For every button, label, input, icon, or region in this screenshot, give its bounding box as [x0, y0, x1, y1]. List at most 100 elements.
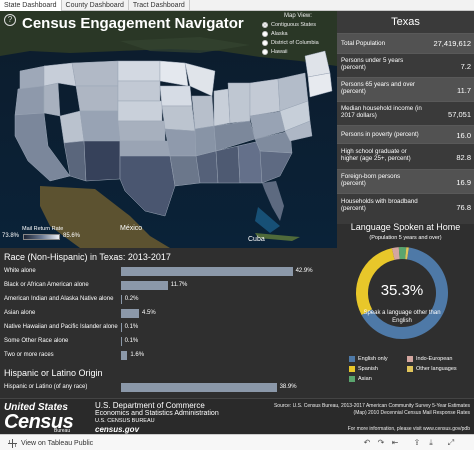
stat-foreign-born: Foreign-born persons (percent) 16.9: [337, 169, 474, 193]
stat-value: 57,051: [448, 110, 471, 119]
race-value: 42.9%: [295, 268, 313, 274]
stat-label: High school graduate or higher (age 25+,…: [341, 148, 411, 162]
language-title: Language Spoken at Home: [350, 222, 461, 232]
map-view-option-hawaii[interactable]: Hawaii: [262, 47, 336, 56]
race-row[interactable]: Native Hawaiian and Pacific Islander alo…: [0, 322, 337, 333]
state-stats-panel: Texas Total Population 27,419,612 Person…: [337, 11, 474, 224]
tab-tract-dashboard[interactable]: Tract Dashboard: [129, 0, 190, 11]
race-bar[interactable]: [121, 351, 128, 360]
view-on-tableau-public-link[interactable]: View on Tableau Public: [8, 439, 93, 448]
site-link[interactable]: census.gov: [95, 425, 140, 434]
map-view-label: Map View:: [284, 13, 312, 19]
legend-title: Mail Return Rate: [22, 226, 64, 232]
stat-label: Persons under 5 years (percent): [341, 57, 404, 71]
dept-name: U.S. Department of Commerce: [95, 401, 205, 410]
race-row[interactable]: White alone 42.9%: [0, 266, 337, 277]
race-bar[interactable]: [121, 309, 139, 318]
swatch-icon: [407, 366, 413, 372]
us-map[interactable]: ? Census Engagement Navigator Map View: …: [0, 11, 337, 248]
race-row[interactable]: Black or African American alone 11.7%: [0, 280, 337, 291]
donut-slice-asian[interactable]: [398, 247, 407, 260]
race-value: 0.1%: [124, 338, 139, 344]
race-bar[interactable]: [121, 295, 122, 304]
stat-poverty: Persons in poverty (percent) 16.0: [337, 125, 474, 143]
race-label: Asian alone: [4, 310, 36, 316]
swatch-icon: [407, 356, 413, 362]
stat-value: 16.0: [456, 131, 471, 140]
undo-icon[interactable]: ↶: [363, 438, 371, 447]
race-value: 0.2%: [124, 296, 139, 302]
logo-text-bureau: Bureau: [54, 428, 71, 434]
legend-min: 73.8%: [2, 233, 20, 239]
department-block: U.S. Department of Commerce Economics an…: [95, 401, 219, 435]
bureau-name: U.S. CENSUS BUREAU: [95, 418, 155, 424]
mail-return-legend: Mail Return Rate 73.8% 85.6%: [2, 226, 80, 248]
tableau-toolbar: View on Tableau Public ↶ ↷ ⇤ ⇪ ⤓ ⤢: [0, 434, 474, 450]
map-graphic: [0, 11, 337, 248]
stat-label: Persons 65 years and over (percent): [341, 81, 415, 95]
race-bar[interactable]: [121, 337, 122, 346]
race-value: 11.7%: [170, 282, 188, 288]
race-bar[interactable]: [121, 323, 122, 332]
race-row[interactable]: Some Other Race alone 0.1%: [0, 336, 337, 347]
hispanic-row[interactable]: Hispanic or Latino (of any race) 38.9%: [0, 382, 337, 393]
help-icon[interactable]: ?: [4, 14, 16, 26]
logo-text-census: Census: [4, 411, 74, 433]
tab-state-dashboard[interactable]: State Dashboard: [0, 0, 62, 11]
redo-icon[interactable]: ↷: [377, 438, 385, 447]
legend-item-indo-european: Indo-European: [407, 356, 452, 362]
census-logo[interactable]: United States Census Bureau: [4, 400, 90, 434]
hispanic-value: 38.9%: [279, 384, 297, 390]
race-bar[interactable]: [121, 267, 293, 276]
donut-slice-spanish[interactable]: [356, 248, 395, 315]
donut-caption: Speak a language other than English: [363, 310, 441, 324]
stat-value: 7.2: [460, 62, 471, 71]
map-view-option-dc[interactable]: District of Columbia: [262, 38, 336, 47]
race-label: White alone: [4, 268, 36, 274]
swatch-icon: [349, 356, 355, 362]
download-icon[interactable]: ⤓: [429, 438, 433, 447]
share-icon[interactable]: ⇪: [413, 438, 421, 447]
legend-label: Asian: [358, 376, 372, 382]
stat-under-5: Persons under 5 years (percent) 7.2: [337, 53, 474, 77]
language-donut-chart[interactable]: [352, 243, 452, 343]
view-public-label: View on Tableau Public: [21, 440, 94, 447]
hispanic-chart-title: Hispanic or Latino Origin: [4, 368, 103, 378]
option-label: Alaska: [271, 30, 288, 37]
option-label: District of Columbia: [271, 39, 319, 46]
legend-label: Other languages: [416, 366, 457, 372]
source-note: Source: U.S. Census Bureau, 2013-2017 Am…: [273, 403, 470, 416]
tab-county-dashboard[interactable]: County Dashboard: [62, 0, 129, 11]
radio-selected-icon[interactable]: [262, 21, 268, 28]
race-label: Two or more races: [4, 352, 54, 358]
radio-icon[interactable]: [262, 39, 268, 46]
race-row[interactable]: American Indian and Alaska Native alone 0…: [0, 294, 337, 305]
stat-value: 27,419,612: [433, 39, 471, 48]
race-value: 0.1%: [124, 324, 139, 330]
tableau-logo-icon: [8, 439, 17, 448]
option-label: Hawaii: [271, 48, 288, 55]
stat-label: Median household income (in 2017 dollars…: [341, 105, 422, 119]
radio-icon[interactable]: [262, 30, 268, 37]
donut-slice-other-languages[interactable]: [405, 247, 409, 260]
map-view-option-alaska[interactable]: Alaska: [262, 29, 336, 38]
map-view-option-contiguous[interactable]: Contiguous States: [262, 20, 336, 29]
race-value: 4.5%: [142, 310, 156, 316]
stat-value: 82.8: [456, 153, 471, 162]
race-row[interactable]: Asian alone 4.5%: [0, 308, 337, 319]
legend-gradient: [23, 234, 60, 240]
radio-icon[interactable]: [262, 48, 268, 55]
revert-icon[interactable]: ⇤: [391, 438, 399, 447]
race-label: Black or African American alone: [4, 282, 89, 288]
stat-65-over: Persons 65 years and over (percent) 11.7: [337, 77, 474, 101]
stat-label: Foreign-born persons (percent): [341, 173, 401, 187]
more-info-link[interactable]: For more information, please visit www.c…: [347, 426, 470, 432]
race-bar[interactable]: [121, 281, 168, 290]
footer: United States Census Bureau U.S. Departm…: [0, 398, 474, 434]
race-row[interactable]: Two or more races 1.6%: [0, 350, 337, 361]
fullscreen-icon[interactable]: ⤢: [447, 438, 455, 447]
hispanic-bar[interactable]: [121, 383, 277, 392]
stat-median-income: Median household income (in 2017 dollars…: [337, 101, 474, 125]
donut-slice-indo-european[interactable]: [391, 247, 400, 260]
